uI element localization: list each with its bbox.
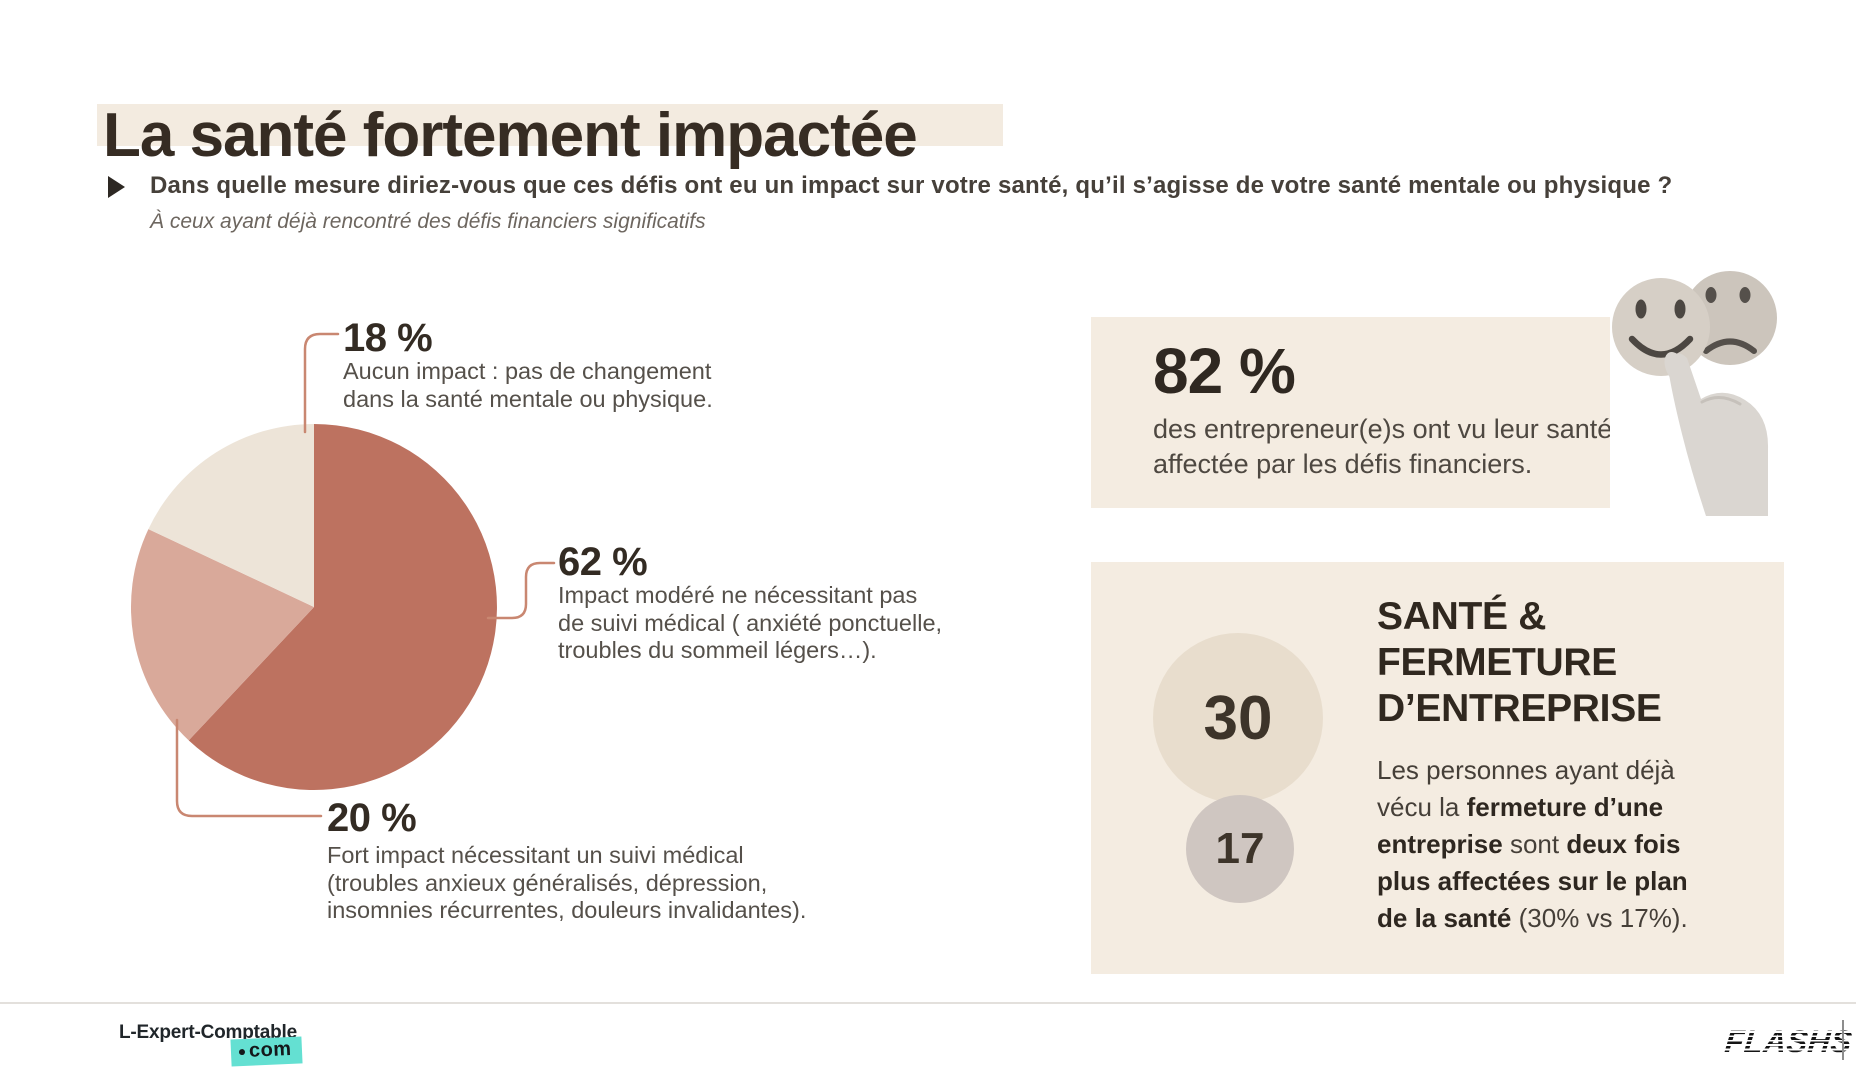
- footer-divider: [0, 1002, 1856, 1004]
- stat-82-text-line2: affectée par les défis financiers.: [1153, 449, 1533, 479]
- pie-slice-strong-20: [130, 529, 314, 741]
- survey-question: Dans quelle mesure diriez-vous que ces d…: [150, 172, 1673, 199]
- pie-label-62-desc-line1: Impact modéré ne nécessitant pas: [558, 582, 918, 608]
- play-triangle-icon: [108, 176, 125, 198]
- closure-circle-30: 30: [1153, 633, 1323, 803]
- smiley-choice-photo: [1610, 252, 1796, 516]
- pie-label-18-pct: 18 %: [343, 316, 433, 360]
- hand-icon: [1664, 351, 1769, 516]
- closure-title-line2: FERMETURE: [1377, 641, 1617, 684]
- pie-label-62-desc-line3: troubles du sommeil légers…).: [558, 637, 877, 663]
- pie-label-18-desc-line2: dans la santé mentale ou physique.: [343, 385, 713, 412]
- pie-label-20-desc-line2: (troubles anxieux généralisés, dépressio…: [327, 869, 768, 896]
- brand-tld-text: com: [248, 1037, 293, 1062]
- closure-value-30: 30: [1203, 683, 1273, 753]
- pie-label-18-desc: Aucun impact : pas de changement dans la…: [343, 358, 713, 413]
- stat-82-value: 82 %: [1153, 335, 1296, 407]
- closure-body-text: Les personnes ayant déjà vécu la fermetur…: [1377, 755, 1688, 933]
- smiley-choice-illustration: [1612, 271, 1777, 516]
- page-title: La santé fortement impactée: [103, 100, 918, 170]
- pie-slice-none-18: [148, 423, 314, 607]
- pie-label-62-desc: Impact modéré ne nécessitant pas de suiv…: [558, 582, 942, 665]
- closure-title-line1: SANTÉ &: [1377, 595, 1547, 638]
- closure-title: SANTÉ & FERMETURE D’ENTREPRISE: [1377, 594, 1662, 732]
- brand-tld-badge: com: [230, 1036, 303, 1067]
- survey-question-row: Dans quelle mesure diriez-vous que ces d…: [108, 172, 1672, 200]
- pie-label-20-desc: Fort impact nécessitant un suivi médical…: [327, 842, 806, 925]
- source-logo-divider: [1842, 1020, 1844, 1060]
- dot-icon: [238, 1048, 246, 1055]
- source-logo-flashs: FLASHS: [1723, 1024, 1854, 1059]
- closure-value-17: 17: [1215, 824, 1265, 873]
- pie-label-62-pct: 62 %: [558, 540, 648, 584]
- stat-82-text-line1: des entrepreneur(e)s ont vu leur santé: [1153, 414, 1613, 444]
- pie-label-20-desc-line1: Fort impact nécessitant un suivi médical: [327, 842, 744, 868]
- closure-title-line3: D’ENTREPRISE: [1377, 687, 1662, 730]
- smiley-happy-icon: [1612, 278, 1710, 376]
- population-note: À ceux ayant déjà rencontré des défis fi…: [150, 210, 706, 233]
- title-highlight-bar: [97, 104, 1003, 146]
- pie-slice-moderate-62: [188, 424, 497, 790]
- leader-line-20: [175, 718, 323, 818]
- leader-line-62: [486, 561, 556, 620]
- pie-label-20-pct: 20 %: [327, 796, 417, 840]
- leader-line-18: [303, 332, 340, 434]
- pie-label-18-desc-line1: Aucun impact : pas de changement: [343, 358, 712, 384]
- pie-label-62-desc-line2: de suivi médical ( anxiété ponctuelle,: [558, 609, 943, 636]
- pie-label-20-desc-line3: insomnies récurrentes, douleurs invalida…: [327, 897, 807, 923]
- stat-82-text: des entrepreneur(e)s ont vu leur santé a…: [1153, 412, 1612, 482]
- closure-circle-17: 17: [1186, 795, 1294, 903]
